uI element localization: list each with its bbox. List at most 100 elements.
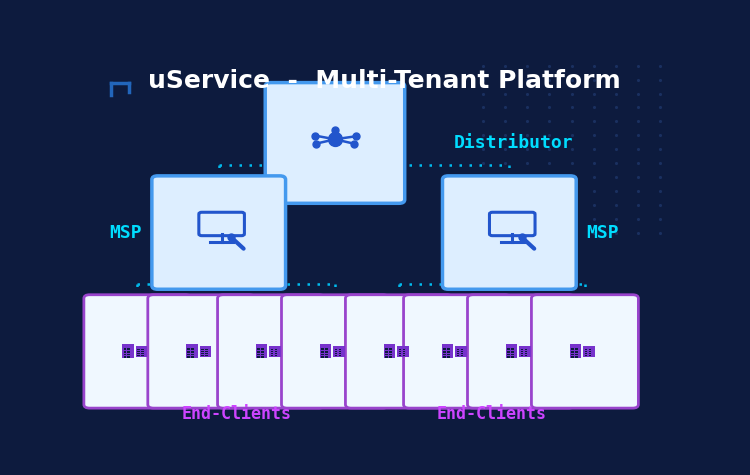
Bar <box>524 355 527 356</box>
Bar <box>334 351 338 352</box>
Text: MSP: MSP <box>110 224 142 242</box>
Bar <box>389 351 392 352</box>
Bar <box>257 353 259 355</box>
Bar <box>141 349 143 351</box>
Bar <box>389 353 392 355</box>
Bar <box>460 351 464 352</box>
Bar <box>457 351 460 352</box>
FancyBboxPatch shape <box>217 294 325 408</box>
Bar <box>575 351 578 352</box>
Bar <box>141 353 143 354</box>
Bar <box>403 353 405 354</box>
Bar <box>271 353 274 354</box>
Bar <box>589 353 591 354</box>
Bar <box>128 351 130 352</box>
Bar <box>137 349 140 351</box>
Bar <box>256 345 267 359</box>
Bar <box>257 348 259 350</box>
Bar <box>188 353 190 355</box>
Bar <box>398 347 409 357</box>
Bar <box>443 356 446 358</box>
Bar <box>399 349 401 351</box>
FancyBboxPatch shape <box>346 294 452 408</box>
Bar <box>191 351 194 352</box>
FancyBboxPatch shape <box>84 294 190 408</box>
Text: End-Clients: End-Clients <box>182 405 291 423</box>
FancyBboxPatch shape <box>404 294 511 408</box>
Bar <box>320 345 332 359</box>
Bar <box>334 353 338 354</box>
Bar <box>507 356 510 358</box>
Bar <box>136 347 147 357</box>
Bar <box>137 353 140 354</box>
Bar <box>261 353 264 355</box>
Bar <box>137 355 140 356</box>
Text: uService  -  Multi-Tenant Platform: uService - Multi-Tenant Platform <box>148 69 621 93</box>
FancyBboxPatch shape <box>442 176 576 289</box>
Bar <box>191 353 194 355</box>
Bar <box>506 345 518 359</box>
Bar <box>128 348 130 350</box>
Bar <box>457 353 460 354</box>
Bar <box>520 351 524 352</box>
Bar <box>520 347 531 357</box>
Bar <box>205 353 208 354</box>
Bar <box>455 347 467 357</box>
Bar <box>271 355 274 356</box>
Bar <box>320 344 332 345</box>
Bar <box>325 353 328 355</box>
Bar <box>385 353 388 355</box>
Text: MSP: MSP <box>586 224 619 242</box>
Bar <box>122 345 134 359</box>
Bar <box>589 351 591 352</box>
Bar <box>520 355 524 356</box>
Bar <box>399 355 401 356</box>
Bar <box>385 356 388 358</box>
Bar <box>122 344 134 345</box>
Bar <box>205 351 208 352</box>
Bar <box>520 346 531 347</box>
Bar <box>442 344 453 345</box>
Bar <box>403 349 405 351</box>
Bar <box>205 349 208 351</box>
Bar <box>137 351 140 352</box>
Bar <box>124 351 126 352</box>
Bar <box>385 348 388 350</box>
FancyBboxPatch shape <box>281 294 388 408</box>
Bar <box>261 351 264 352</box>
Bar <box>585 351 587 352</box>
Bar <box>124 348 126 350</box>
Text: End-Clients: End-Clients <box>437 405 547 423</box>
Bar <box>188 351 190 352</box>
Bar <box>274 349 278 351</box>
Bar <box>584 346 595 347</box>
Bar <box>442 345 453 359</box>
Bar <box>511 356 514 358</box>
Bar <box>201 351 204 352</box>
Bar <box>124 356 126 358</box>
Bar <box>398 346 409 347</box>
Bar <box>325 356 328 358</box>
Bar <box>385 351 388 352</box>
Bar <box>511 351 514 352</box>
Bar <box>447 356 450 358</box>
Bar <box>585 349 587 351</box>
Bar <box>274 353 278 354</box>
Bar <box>507 351 510 352</box>
Bar <box>338 355 341 356</box>
Bar <box>271 351 274 352</box>
Bar <box>585 355 587 356</box>
Bar <box>200 347 211 357</box>
Bar <box>443 353 446 355</box>
Bar <box>443 348 446 350</box>
Bar <box>334 347 345 357</box>
Bar <box>338 351 341 352</box>
Bar <box>460 349 464 351</box>
Bar <box>128 356 130 358</box>
Bar <box>338 353 341 354</box>
Bar <box>136 346 147 347</box>
Bar <box>321 356 324 358</box>
Bar <box>384 344 395 345</box>
Bar <box>571 351 574 352</box>
Bar <box>325 351 328 352</box>
